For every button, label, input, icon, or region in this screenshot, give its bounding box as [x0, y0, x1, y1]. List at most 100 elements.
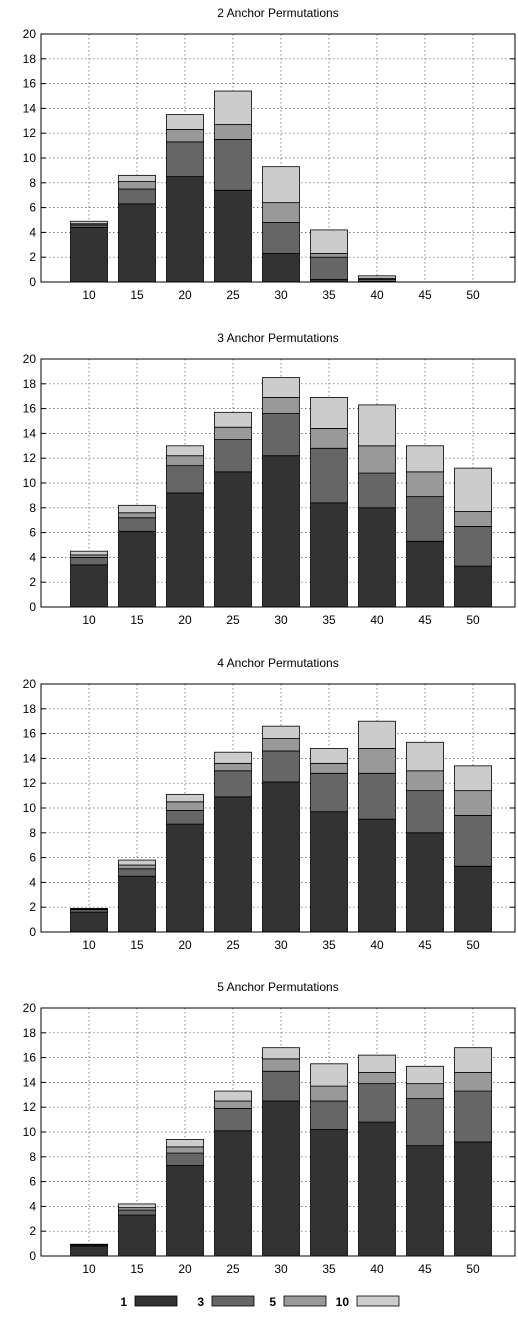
y-tick-label: 18	[23, 1026, 37, 1040]
y-tick-label: 18	[23, 702, 37, 716]
legend-swatch	[211, 1295, 255, 1307]
y-tick-label: 0	[29, 925, 36, 939]
chart-panel: 2 Anchor Permutations 0 2 4 6 8 10 12 14 16 18 20 10…	[23, 6, 516, 302]
y-tick-label: 8	[29, 176, 36, 190]
bar-segment-3-40	[358, 1083, 396, 1123]
y-tick-label: 6	[29, 1175, 36, 1189]
bar-segment-10-45	[406, 741, 444, 772]
bar-segment-3-10	[70, 557, 108, 566]
bar-segment-10-45	[406, 445, 444, 473]
bar-segment-5-15	[118, 864, 156, 870]
bar-segment-1-20	[166, 176, 204, 283]
bar-segment-10-50	[454, 467, 492, 512]
y-tick-label: 14	[23, 751, 37, 765]
bar-segment-10-30	[262, 377, 300, 398]
bar-segment-5-25	[214, 124, 252, 140]
y-tick-label: 10	[23, 151, 37, 165]
y-tick-label: 18	[23, 377, 37, 391]
y-tick-label: 14	[23, 426, 37, 440]
x-tick-label: 30	[274, 938, 288, 952]
bar-segment-1-50	[454, 565, 492, 608]
bar-segment-3-20	[166, 465, 204, 494]
x-tick-label: 35	[322, 288, 336, 302]
bar-segment-1-50	[454, 865, 492, 933]
x-tick-label: 10	[82, 613, 96, 627]
bar-segment-10-25	[214, 411, 252, 428]
legend-label: 5	[269, 1295, 276, 1309]
x-tick-label: 45	[418, 288, 432, 302]
y-tick-label: 20	[23, 1001, 37, 1015]
x-tick-label: 30	[274, 613, 288, 627]
y-tick-label: 14	[23, 1075, 37, 1089]
bar-segment-10-10	[70, 1243, 108, 1246]
bar-segment-1-50	[454, 1141, 492, 1257]
bar-segment-10-20	[166, 114, 204, 130]
y-tick-label: 20	[23, 677, 37, 691]
bar-segment-10-25	[214, 90, 252, 125]
bar-segment-5-30	[262, 738, 300, 752]
bar-segment-5-50	[454, 790, 492, 816]
y-tick-label: 0	[29, 275, 36, 289]
bar-segment-3-15	[118, 517, 156, 532]
bar-segment-3-30	[262, 222, 300, 254]
bar-segment-5-35	[310, 762, 348, 774]
bar-segment-10-15	[118, 1203, 156, 1209]
bar-segment-3-15	[118, 188, 156, 205]
x-tick-label: 25	[226, 613, 240, 627]
bar-segment-10-40	[358, 720, 396, 749]
legend-label: 10	[336, 1295, 350, 1309]
x-tick-label: 30	[274, 1262, 288, 1276]
bar-segment-3-15	[118, 1209, 156, 1216]
x-tick-label: 50	[466, 613, 480, 627]
bar-segment-10-35	[310, 1063, 348, 1087]
bar-segment-10-10	[70, 908, 108, 910]
bar-segment-5-20	[166, 1146, 204, 1154]
bar-segment-1-20	[166, 823, 204, 933]
bar-segment-5-30	[262, 1058, 300, 1072]
y-tick-label: 8	[29, 501, 36, 515]
bar-segment-3-50	[454, 815, 492, 867]
y-tick-label: 4	[29, 875, 36, 889]
bar-segment-3-15	[118, 868, 156, 877]
bar-segment-1-10	[70, 227, 108, 283]
bar-segment-5-20	[166, 801, 204, 811]
bar-segment-1-15	[118, 530, 156, 608]
bar-segment-3-45	[406, 496, 444, 542]
y-tick-label: 0	[29, 600, 36, 614]
charts-group: 2 Anchor Permutations0246810121416182010…	[23, 6, 516, 1276]
bar-segment-1-35	[310, 811, 348, 933]
y-tick-label: 0	[29, 1249, 36, 1263]
bar-segment-1-25	[214, 796, 252, 933]
bar-segment-10-35	[310, 748, 348, 764]
bar-segment-3-30	[262, 750, 300, 783]
bar-segment-1-15	[118, 203, 156, 283]
bar-segment-1-10	[70, 1245, 108, 1257]
bar-segment-3-50	[454, 1090, 492, 1143]
y-tick-label: 12	[23, 126, 37, 140]
x-tick-label: 15	[130, 288, 144, 302]
x-tick-label: 20	[178, 1262, 192, 1276]
bar-segment-5-20	[166, 455, 204, 467]
bar-segment-3-35	[310, 447, 348, 504]
y-tick-label: 16	[23, 77, 37, 91]
bar-segment-5-30	[262, 202, 300, 223]
legend-label: 3	[197, 1295, 204, 1309]
x-tick-label: 50	[466, 1262, 480, 1276]
bar-segment-1-20	[166, 492, 204, 608]
bar-segment-1-30	[262, 455, 300, 608]
y-tick-label: 8	[29, 826, 36, 840]
bar-segment-5-40	[358, 445, 396, 474]
chart-panel: 4 Anchor Permutations 0 2 4 6 8 10 12 14 16 18 20 10…	[23, 656, 516, 952]
bar-segment-3-45	[406, 1098, 444, 1147]
y-tick-label: 16	[23, 1051, 37, 1065]
y-tick-label: 16	[23, 727, 37, 741]
y-tick-label: 20	[23, 27, 37, 41]
bar-segment-10-25	[214, 1090, 252, 1102]
x-tick-label: 20	[178, 938, 192, 952]
x-tick-label: 20	[178, 613, 192, 627]
x-tick-label: 35	[322, 938, 336, 952]
bar-segment-5-40	[358, 748, 396, 774]
x-tick-label: 50	[466, 288, 480, 302]
bar-segment-5-45	[406, 1083, 444, 1099]
x-tick-label: 40	[370, 288, 384, 302]
